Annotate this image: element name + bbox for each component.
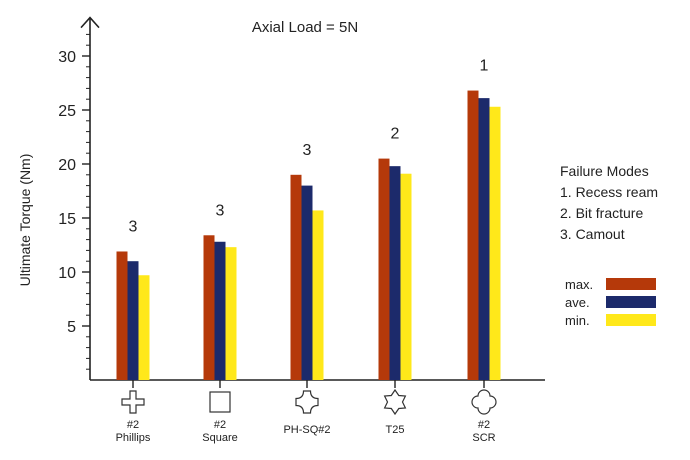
cross-rounded-icon [295, 390, 319, 414]
failure-mode-label: 3 [129, 218, 138, 235]
bar-max-2 [290, 174, 302, 380]
star-icon [383, 388, 407, 416]
failure-mode-label: 2 [391, 126, 400, 143]
failure-mode-label: 3 [303, 142, 312, 159]
failure-mode-label: 1 [480, 58, 489, 75]
y-tick-label: 15 [58, 211, 76, 228]
bar-max-4 [467, 90, 479, 380]
legend-swatch [606, 314, 656, 326]
y-axis-arrow [80, 16, 100, 29]
y-tick-label: 5 [67, 319, 76, 336]
bar-ave-4 [478, 98, 490, 381]
bar-ave-3 [389, 166, 401, 380]
bars [116, 90, 501, 381]
y-axis-ticks: 5 10 15 20 25 30 [58, 33, 90, 370]
legend: max. ave. min. [565, 277, 656, 328]
failure-modes-panel: Failure Modes 1. Recess ream 2. Bit frac… [560, 163, 658, 242]
legend-swatch [606, 278, 656, 290]
failure-mode-labels: 3 3 3 2 1 [129, 58, 489, 236]
y-tick-label: 25 [58, 103, 76, 120]
bar-min-1 [225, 247, 237, 380]
category-label: #2 [214, 419, 226, 431]
chart-title: Axial Load = 5N [252, 19, 358, 36]
legend-label: ave. [565, 295, 590, 310]
category-label: #2 [127, 419, 139, 431]
square-icon [209, 391, 231, 413]
y-tick-label: 30 [58, 49, 76, 66]
bar-max-3 [378, 158, 390, 380]
bar-ave-0 [127, 261, 139, 380]
legend-swatch [606, 296, 656, 308]
category-label: T25 [386, 424, 405, 436]
failure-mode-3: 3. Camout [560, 226, 625, 242]
bar-min-3 [400, 173, 412, 380]
failure-mode-2: 2. Bit fracture [560, 205, 643, 221]
bar-min-4 [489, 106, 501, 380]
bar-ave-2 [301, 185, 313, 380]
failure-mode-1: 1. Recess ream [560, 184, 658, 200]
clover-icon [471, 389, 497, 415]
legend-label: max. [565, 277, 593, 292]
category-label: Square [202, 432, 237, 444]
category-label: PH-SQ#2 [283, 424, 330, 436]
category-icons [121, 388, 497, 416]
category-label: SCR [472, 432, 495, 444]
y-axis-label: Ultimate Torque (Nm) [17, 154, 33, 287]
y-tick-label: 10 [58, 265, 76, 282]
failure-modes-title: Failure Modes [560, 163, 649, 179]
legend-label: min. [565, 313, 590, 328]
bar-min-0 [138, 275, 150, 380]
bar-max-1 [203, 235, 215, 380]
bar-ave-1 [214, 241, 226, 380]
category-label: Phillips [116, 432, 151, 444]
cross-icon [121, 390, 145, 414]
y-tick-label: 20 [58, 157, 76, 174]
bar-max-0 [116, 251, 128, 380]
failure-mode-label: 3 [216, 202, 225, 219]
category-label: #2 [478, 419, 490, 431]
bar-min-2 [312, 210, 324, 380]
